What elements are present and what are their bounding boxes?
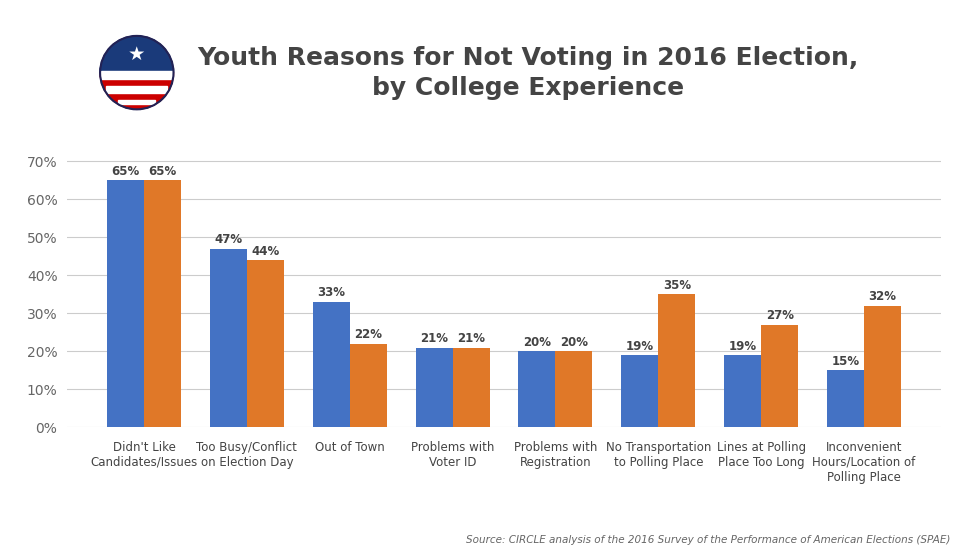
Wedge shape: [100, 36, 174, 73]
Bar: [247, 260, 284, 427]
Text: 65%: 65%: [149, 165, 177, 178]
Bar: [827, 370, 864, 427]
Text: 44%: 44%: [252, 244, 279, 258]
Text: 20%: 20%: [523, 336, 551, 349]
Bar: [210, 249, 247, 427]
Text: 15%: 15%: [831, 355, 859, 368]
Bar: [556, 351, 592, 427]
Text: 33%: 33%: [317, 287, 346, 299]
Text: 19%: 19%: [626, 340, 654, 352]
Bar: [518, 351, 556, 427]
Text: 35%: 35%: [662, 279, 691, 292]
Text: ★: ★: [128, 45, 146, 64]
Bar: [452, 347, 490, 427]
Text: 32%: 32%: [869, 290, 897, 303]
Text: 27%: 27%: [766, 309, 794, 322]
Text: Youth Reasons for Not Voting in 2016 Election,: Youth Reasons for Not Voting in 2016 Ele…: [198, 45, 858, 70]
Bar: [621, 355, 659, 427]
Text: 65%: 65%: [111, 165, 139, 178]
Bar: [761, 325, 798, 427]
Bar: [107, 85, 167, 93]
Text: 22%: 22%: [354, 328, 382, 341]
Text: 47%: 47%: [214, 233, 242, 246]
Bar: [144, 180, 181, 427]
Bar: [349, 344, 387, 427]
Bar: [659, 294, 695, 427]
Wedge shape: [100, 73, 174, 110]
Bar: [118, 100, 156, 105]
Text: 21%: 21%: [457, 332, 485, 345]
Text: 21%: 21%: [420, 332, 448, 345]
Text: 20%: 20%: [560, 336, 588, 349]
Text: by College Experience: by College Experience: [372, 76, 684, 100]
Text: 19%: 19%: [729, 340, 756, 352]
Text: Source: CIRCLE analysis of the 2016 Survey of the Performance of American Electi: Source: CIRCLE analysis of the 2016 Surv…: [466, 535, 950, 545]
Bar: [101, 71, 173, 79]
Bar: [416, 347, 452, 427]
Bar: [313, 302, 349, 427]
Bar: [107, 180, 144, 427]
Bar: [724, 355, 761, 427]
Bar: [864, 306, 901, 427]
